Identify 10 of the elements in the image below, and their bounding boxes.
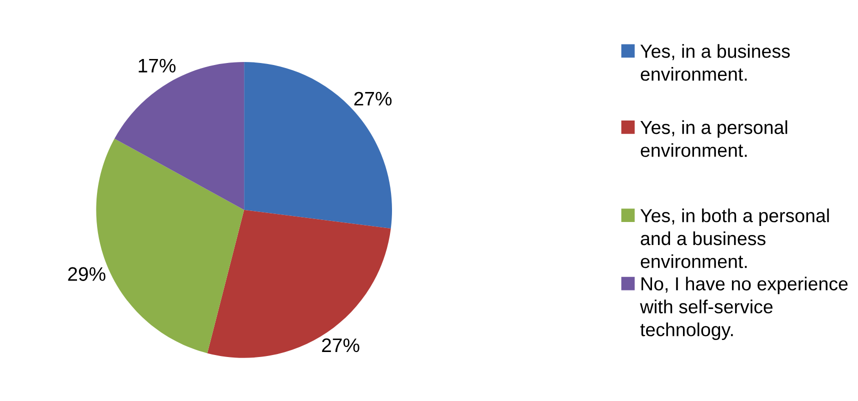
legend-label: No, I have no experience with self-service technology.	[640, 276, 848, 340]
legend-label: Yes, in both a personal and a business environment.	[640, 208, 829, 268]
data-label: 17%	[138, 58, 176, 72]
pie-slice	[207, 210, 391, 358]
data-label: 27%	[354, 92, 392, 106]
pie-slice	[244, 62, 392, 228]
legend-label: Yes, in a business environment.	[640, 44, 790, 81]
legend-label: Yes, in a personal environment.	[640, 120, 788, 157]
data-label: 27%	[322, 338, 360, 352]
data-label: 29%	[68, 267, 106, 281]
